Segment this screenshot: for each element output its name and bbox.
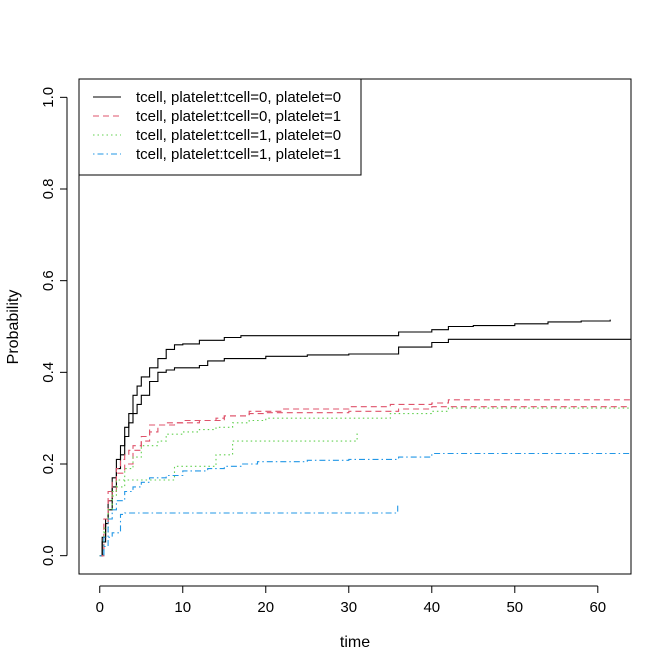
series-3-curve-1: [99, 407, 631, 557]
legend-box: [78, 78, 362, 176]
x-tick-label: 40: [423, 599, 440, 616]
legend: tcell, platelet:tcell=0, platelet=0 tcell…: [78, 78, 362, 176]
series-1-curve-2: [99, 338, 631, 557]
y-tick-label: 0.6: [40, 270, 57, 291]
series-4-curve-1: [99, 452, 631, 557]
x-tick-label: 60: [589, 599, 606, 616]
legend-label-2: tcell, platelet:tcell=0, platelet=1: [136, 108, 341, 125]
series-layer: [99, 319, 631, 557]
series-2-curve-1: [99, 406, 631, 557]
series-4-curve-2: [99, 504, 399, 557]
legend-label-3: tcell, platelet:tcell=1, platelet=0: [136, 127, 341, 144]
y-tick-label: 0.0: [40, 545, 57, 566]
y-tick-label: 0.2: [40, 454, 57, 475]
y-tick-label: 0.4: [40, 362, 57, 383]
x-axis-label: time: [340, 634, 370, 651]
x-tick-label: 50: [506, 599, 523, 616]
x-tick-label: 20: [257, 599, 274, 616]
legend-label-4: tcell, platelet:tcell=1, platelet=1: [136, 146, 341, 163]
x-axis: 0 10 20 30 40 50 60: [96, 585, 606, 616]
legend-label-1: tcell, platelet:tcell=0, platelet=0: [136, 89, 341, 106]
x-tick-label: 10: [174, 599, 191, 616]
y-tick-label: 1.0: [40, 87, 57, 108]
y-axis-label: Probability: [5, 290, 22, 365]
y-tick-label: 0.8: [40, 179, 57, 200]
x-tick-label: 0: [96, 599, 104, 616]
x-tick-label: 30: [340, 599, 357, 616]
y-axis: 0.0 0.2 0.4 0.6 0.8 1.0: [40, 87, 68, 566]
